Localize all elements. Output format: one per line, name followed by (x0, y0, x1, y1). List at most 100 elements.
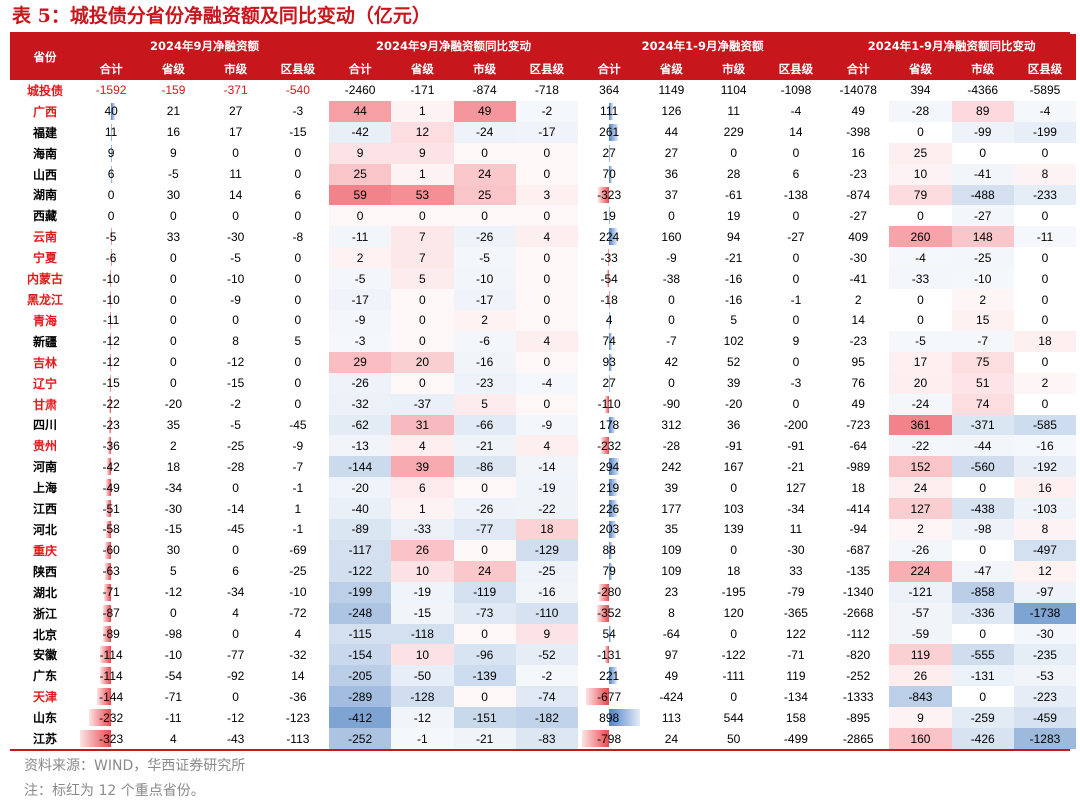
table-cell: 260 (889, 226, 952, 248)
table-cell: 2 (453, 309, 516, 331)
province-financing-table: 省份 2024年9月净融资额 2024年9月净融资额同比变动 2024年1-9月净融资… (10, 34, 1077, 749)
table-cell: 12 (391, 121, 454, 143)
sub-header: 区县级 (515, 58, 579, 80)
positive-bar (111, 165, 112, 183)
cell-value: -131 (597, 647, 622, 662)
table-cell: 14 (228, 187, 243, 202)
table-cell: 44 (329, 100, 392, 122)
table-cell: 0 (792, 208, 800, 223)
table-cell: -34 (226, 585, 245, 600)
positive-bar (609, 625, 612, 643)
cell-value: -232 (99, 710, 124, 725)
sub-header: 省级 (640, 58, 703, 80)
table-cell: 221 (578, 665, 640, 686)
table-cell: -414 (846, 501, 871, 516)
table-cell: 2 (329, 247, 392, 269)
positive-bar (609, 416, 616, 434)
table-cell: -18 (578, 289, 640, 310)
table-cell: 0 (453, 142, 516, 164)
table-cell: 11 (727, 104, 740, 119)
cell-value: -114 (99, 668, 123, 683)
table-cell: -5 (230, 417, 241, 432)
table-cell: -19 (391, 581, 454, 603)
table-cell: 27 (578, 373, 640, 394)
cell-value: 219 (599, 480, 620, 495)
cell-value: -6 (105, 250, 117, 265)
cell-value: -144 (99, 689, 124, 704)
table-cell: -233 (1013, 184, 1077, 206)
negative-bar (104, 583, 112, 601)
table-cell: -25 (289, 564, 307, 579)
negative-bar (88, 709, 112, 727)
table-row: 上海 -49 -34 0 -1 -20 6 0 -19 219 39 0 127 18 24 0 16 (10, 477, 1077, 499)
table-cell: 0 (668, 313, 675, 328)
table-cell: 0 (792, 397, 800, 412)
table-cell: -79 (787, 585, 805, 600)
table-cell: -4 (790, 104, 802, 119)
table-cell: 0 (232, 146, 239, 161)
table-cell: -20 (329, 477, 392, 499)
table-cell: -4 (515, 372, 579, 394)
table-cell: -426 (951, 728, 1014, 749)
table-cell: -248 (329, 602, 392, 624)
table-cell: -3 (329, 330, 392, 352)
sub-header: 区县级 (764, 58, 828, 80)
table-cell: -99 (951, 121, 1014, 143)
table-cell: -25 (951, 247, 1014, 269)
table-cell: -43 (226, 731, 245, 746)
cell-value: 0 (107, 187, 115, 202)
table-cell: -113 (286, 731, 310, 746)
table-cell: -10 (164, 647, 183, 662)
table-cell: -1738 (1013, 602, 1077, 624)
table-cell: -51 (80, 498, 142, 519)
table-cell: 261 (578, 122, 640, 143)
table-cell: -53 (1013, 665, 1077, 687)
table-cell: -52 (515, 644, 579, 666)
table-cell: -16 (515, 581, 579, 603)
table-cell: -9 (292, 438, 304, 453)
cell-value: -42 (102, 459, 120, 474)
negative-bar (100, 667, 112, 685)
table-cell: -128 (391, 686, 454, 708)
table-cell: 5 (294, 334, 302, 349)
table-cell: -23 (453, 372, 516, 394)
table-cell: 0 (979, 146, 987, 161)
table-cell: 361 (889, 414, 952, 436)
table-cell: -92 (226, 668, 245, 683)
table-cell: -34 (787, 501, 805, 516)
table-cell: -323 (80, 728, 142, 749)
table-cell: -30 (226, 229, 245, 244)
table-cell: 0 (294, 376, 302, 391)
group-header: 2024年1-9月净融资额 (578, 34, 828, 58)
table-cell: 0 (294, 167, 302, 182)
table-cell: -37 (391, 393, 454, 415)
table-cell: 0 (453, 623, 516, 645)
table-cell: -33 (391, 519, 454, 540)
table-cell: 30 (166, 187, 181, 202)
cell-value: 224 (599, 229, 620, 244)
table-row: 陕西 -63 5 6 -25 -122 10 24 -25 79 109 18 33 -135 224 -47… (10, 560, 1077, 582)
table-cell: -30 (164, 501, 183, 516)
table-cell: -1592 (95, 83, 127, 98)
table-cell: -438 (951, 498, 1014, 520)
table-cell: -21 (787, 459, 805, 474)
negative-bar (97, 688, 112, 706)
positive-bar (609, 458, 620, 476)
table-cell: 9 (515, 623, 579, 645)
table-cell: 0 (170, 313, 177, 328)
row-label: 上海 (32, 481, 57, 496)
row-label: 西藏 (32, 209, 57, 224)
table-cell: 178 (578, 415, 640, 436)
cell-value: 19 (602, 208, 616, 223)
table-row: 山西 6 -5 11 0 25 1 24 0 70 36 28 6 -23 10 -41 8 (10, 163, 1077, 185)
table-cell: 8 (232, 334, 239, 349)
table-cell: 3 (515, 184, 579, 206)
table-cell: 33 (166, 229, 181, 244)
table-cell: -50 (391, 665, 454, 687)
table-cell: 9 (329, 142, 392, 164)
table-cell: 0 (515, 309, 579, 331)
table-cell: 0 (294, 292, 302, 307)
table-cell: -134 (783, 689, 808, 704)
table-cell: 2 (170, 438, 177, 453)
table-cell: -7 (951, 330, 1014, 352)
